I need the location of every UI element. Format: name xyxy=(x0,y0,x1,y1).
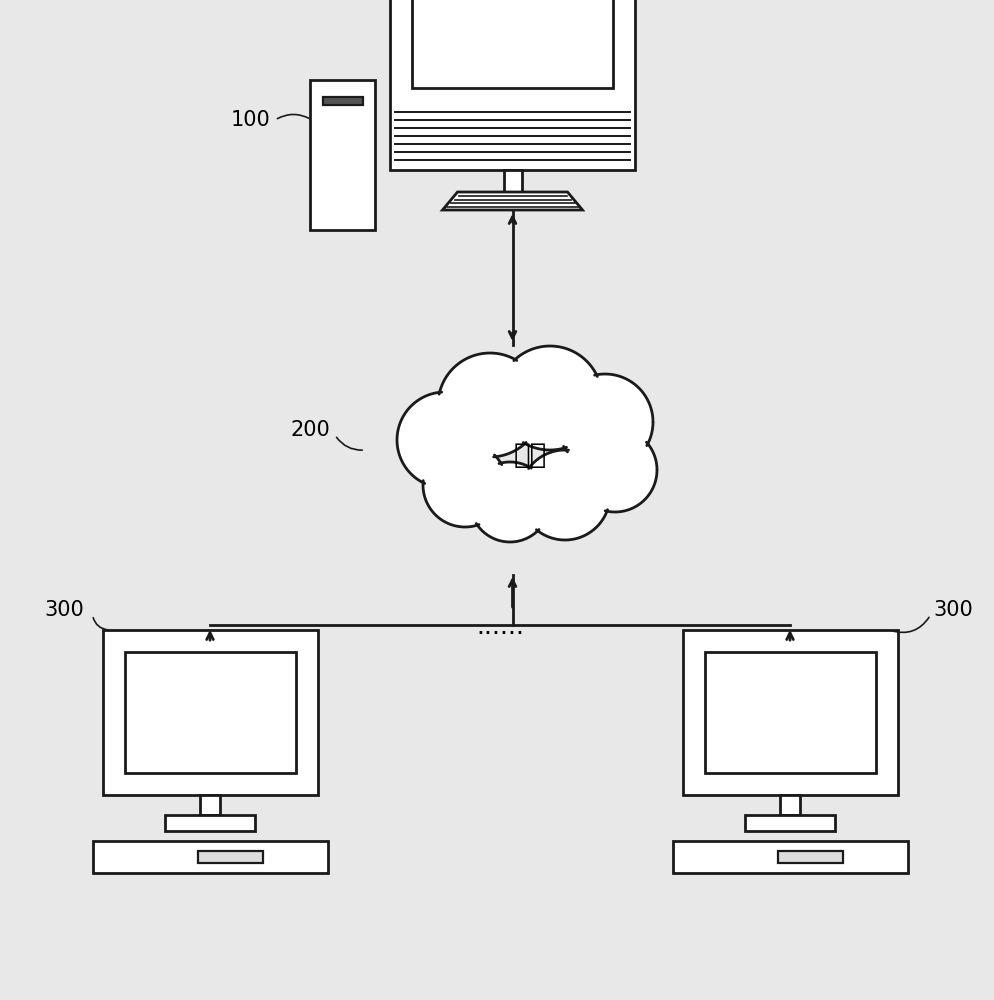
Bar xyxy=(102,630,317,795)
Bar xyxy=(704,652,875,773)
Circle shape xyxy=(423,444,506,526)
Bar xyxy=(672,841,907,873)
Bar xyxy=(92,841,327,873)
Bar xyxy=(322,97,362,105)
Bar xyxy=(779,795,799,815)
Bar xyxy=(745,815,834,831)
Bar xyxy=(412,0,612,88)
Bar xyxy=(200,795,220,815)
Circle shape xyxy=(558,375,651,469)
Bar xyxy=(165,815,254,831)
Text: 200: 200 xyxy=(290,420,330,440)
Circle shape xyxy=(438,354,541,456)
Circle shape xyxy=(470,463,549,541)
Text: 网络: 网络 xyxy=(513,441,546,469)
Bar xyxy=(503,170,521,192)
Circle shape xyxy=(499,347,600,449)
Circle shape xyxy=(574,429,655,511)
Text: ......: ...... xyxy=(475,615,524,640)
Text: 100: 100 xyxy=(230,110,269,130)
Bar xyxy=(682,630,897,795)
Polygon shape xyxy=(442,192,581,210)
Text: 300: 300 xyxy=(932,600,972,620)
Bar xyxy=(776,851,842,863)
Bar xyxy=(310,80,375,230)
Bar xyxy=(390,0,634,170)
Circle shape xyxy=(398,393,491,487)
Text: 300: 300 xyxy=(45,600,84,620)
Circle shape xyxy=(521,451,608,539)
Bar xyxy=(197,851,262,863)
Bar xyxy=(124,652,295,773)
